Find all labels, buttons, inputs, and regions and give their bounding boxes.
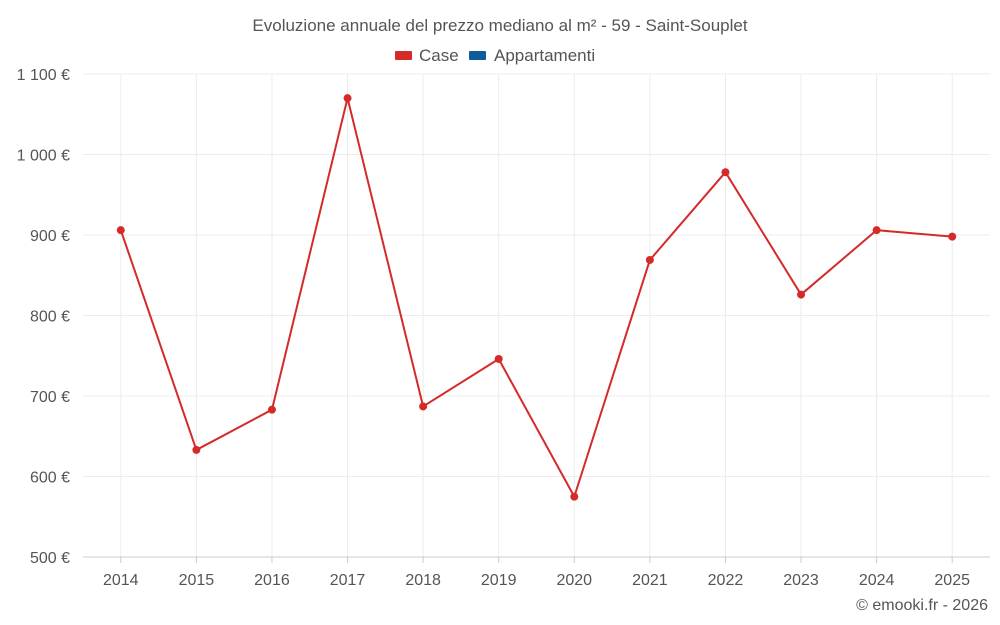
x-tick-label: 2025	[934, 572, 970, 589]
x-tick-label: 2024	[859, 572, 895, 589]
legend: Case Appartamenti	[395, 46, 595, 65]
data-point-case-2014[interactable]	[116, 226, 125, 235]
data-point-case-2025[interactable]	[948, 232, 957, 241]
data-point-case-2024[interactable]	[872, 226, 881, 235]
data-point-case-2017[interactable]	[343, 94, 352, 103]
x-tick-label: 2015	[179, 572, 215, 589]
y-tick-label: 900 €	[30, 228, 70, 245]
y-tick-label: 1 000 €	[17, 148, 70, 165]
y-tick-label: 600 €	[30, 470, 70, 487]
x-tick-label: 2023	[783, 572, 819, 589]
chart-title: Evoluzione annuale del prezzo mediano al…	[252, 16, 747, 35]
x-tick-label: 2014	[103, 572, 139, 589]
x-tick-label: 2021	[632, 572, 668, 589]
data-point-case-2019[interactable]	[494, 354, 503, 363]
data-point-case-2018[interactable]	[419, 402, 428, 411]
legend-item-appartamenti[interactable]: Appartamenti	[469, 46, 595, 65]
legend-swatch-case	[395, 51, 412, 60]
data-point-case-2022[interactable]	[721, 168, 730, 177]
legend-swatch-appartamenti	[469, 51, 486, 60]
x-tick-label: 2017	[330, 572, 366, 589]
x-tick-label: 2016	[254, 572, 290, 589]
data-point-case-2015[interactable]	[192, 445, 201, 454]
credit-text: © emooki.fr - 2026	[856, 597, 988, 614]
data-point-case-2016[interactable]	[267, 405, 276, 414]
y-tick-label: 500 €	[30, 550, 70, 567]
x-tick-label: 2018	[405, 572, 441, 589]
y-tick-label: 800 €	[30, 309, 70, 326]
y-gridlines	[83, 73, 990, 477]
y-tick-label: 1 100 €	[17, 67, 70, 84]
series-line-case	[119, 97, 953, 498]
legend-item-case[interactable]: Case	[395, 46, 459, 65]
data-point-case-2020[interactable]	[570, 492, 579, 501]
data-point-case-2021[interactable]	[645, 255, 654, 264]
series-case	[116, 94, 957, 501]
x-axis-ticks: 2014 2015 2016 2017 2018 2019 2020 2021 2022 2023…	[103, 557, 970, 589]
legend-label-case: Case	[419, 46, 459, 65]
data-point-case-2023[interactable]	[797, 290, 806, 299]
x-tick-label: 2019	[481, 572, 517, 589]
y-tick-label: 700 €	[30, 389, 70, 406]
x-gridlines	[120, 74, 953, 557]
x-tick-label: 2020	[556, 572, 592, 589]
legend-label-appartamenti: Appartamenti	[494, 46, 595, 65]
y-axis-ticks: 500 € 600 € 700 € 800 € 900 € 1 000 € 1 100 €	[17, 67, 70, 567]
x-tick-label: 2022	[708, 572, 744, 589]
